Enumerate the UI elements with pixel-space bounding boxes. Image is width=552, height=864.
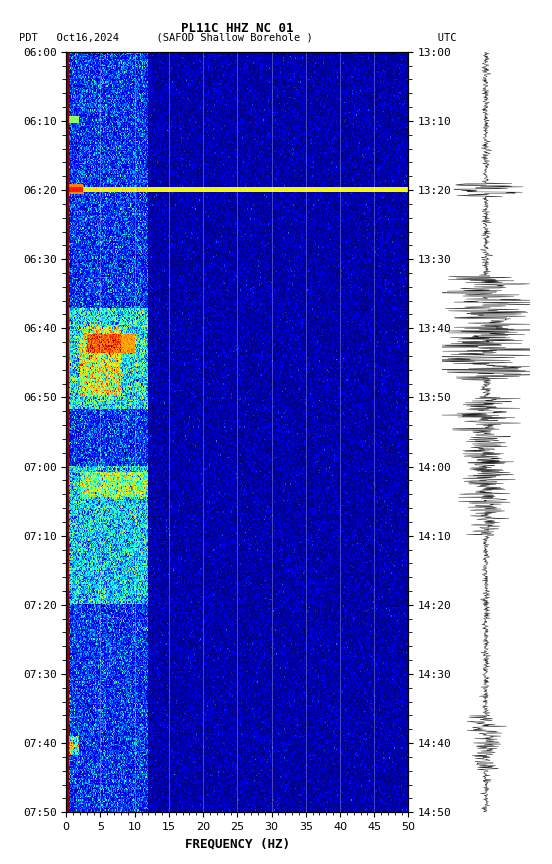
Text: PDT   Oct16,2024      (SAFOD Shallow Borehole )                    UTC: PDT Oct16,2024 (SAFOD Shallow Borehole )… bbox=[19, 33, 456, 43]
Text: PL11C HHZ NC 01: PL11C HHZ NC 01 bbox=[181, 22, 294, 35]
Bar bbox=[63, 52, 68, 812]
X-axis label: FREQUENCY (HZ): FREQUENCY (HZ) bbox=[185, 837, 290, 850]
